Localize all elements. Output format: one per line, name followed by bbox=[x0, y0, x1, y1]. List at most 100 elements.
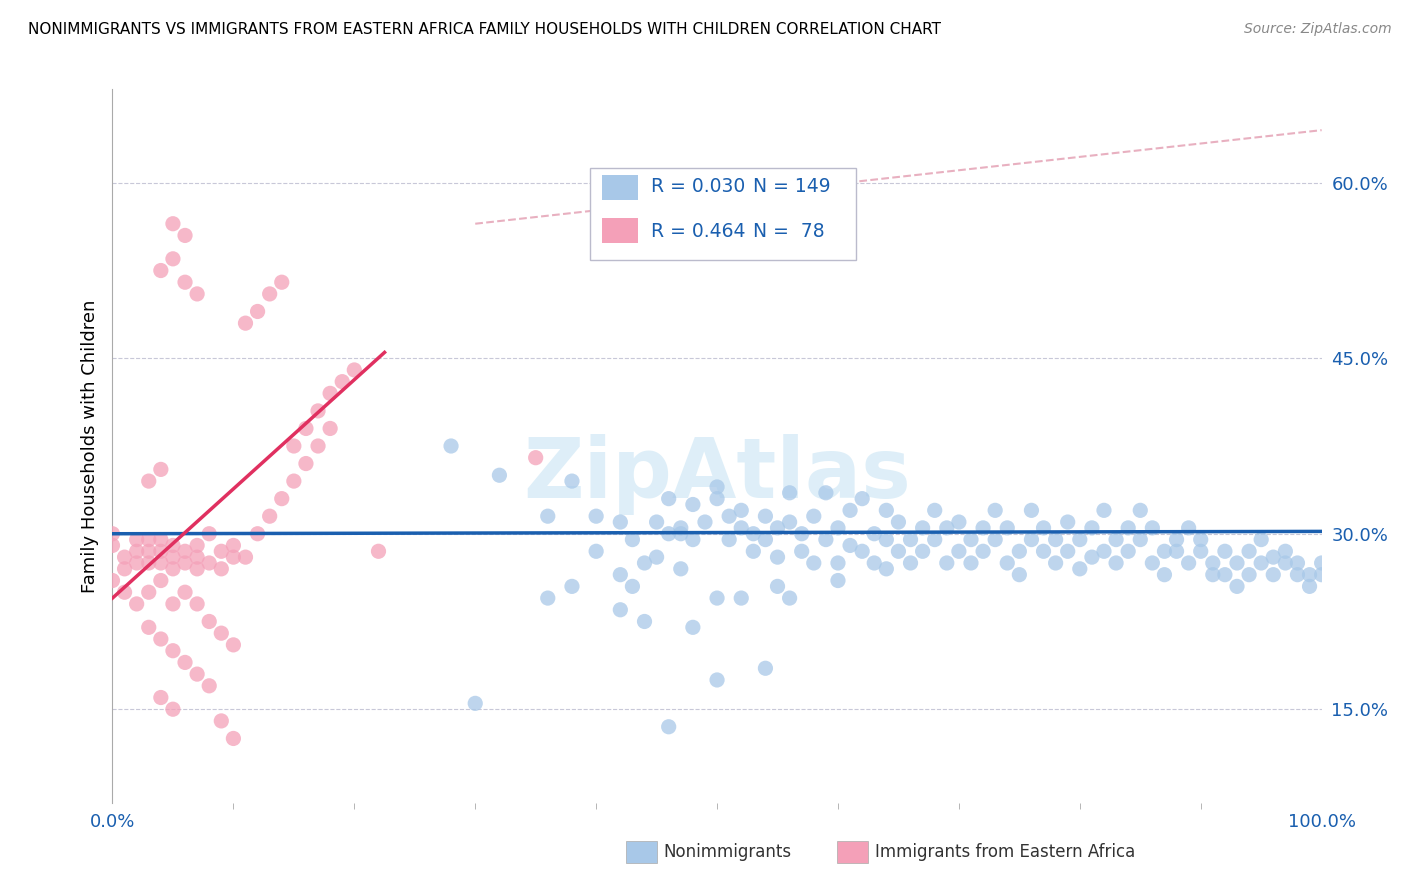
Point bbox=[149, 690, 172, 705]
Point bbox=[186, 550, 208, 565]
Point bbox=[1056, 515, 1078, 529]
Point bbox=[669, 521, 692, 535]
Point bbox=[235, 316, 257, 330]
FancyBboxPatch shape bbox=[602, 218, 638, 243]
Point bbox=[198, 615, 221, 629]
Point bbox=[1105, 556, 1128, 570]
Point bbox=[149, 632, 172, 646]
Point bbox=[1202, 567, 1225, 582]
Point bbox=[851, 491, 873, 506]
Point bbox=[138, 533, 160, 547]
Point bbox=[186, 538, 208, 552]
Point bbox=[1263, 550, 1285, 565]
Point bbox=[149, 574, 172, 588]
Point bbox=[779, 485, 801, 500]
Text: N = 149: N = 149 bbox=[754, 178, 831, 196]
Point bbox=[1213, 567, 1236, 582]
Point bbox=[319, 421, 342, 435]
Point bbox=[585, 509, 607, 524]
Point bbox=[766, 521, 789, 535]
Point bbox=[609, 603, 631, 617]
Point bbox=[911, 521, 934, 535]
Y-axis label: Family Households with Children: Family Households with Children bbox=[80, 300, 98, 592]
Point bbox=[730, 591, 752, 605]
Point bbox=[222, 538, 245, 552]
Point bbox=[1202, 556, 1225, 570]
Point bbox=[198, 556, 221, 570]
Point bbox=[875, 562, 897, 576]
Point bbox=[706, 491, 728, 506]
Point bbox=[924, 503, 946, 517]
Point bbox=[935, 556, 957, 570]
Point bbox=[307, 439, 329, 453]
Point bbox=[1298, 567, 1320, 582]
Point bbox=[803, 556, 825, 570]
Point bbox=[186, 597, 208, 611]
Point bbox=[186, 667, 208, 681]
Text: N =  78: N = 78 bbox=[754, 222, 825, 242]
Point bbox=[730, 503, 752, 517]
Point bbox=[887, 515, 910, 529]
Point bbox=[125, 544, 148, 558]
Point bbox=[125, 533, 148, 547]
Point bbox=[1116, 521, 1139, 535]
Point bbox=[464, 697, 486, 711]
Point bbox=[125, 597, 148, 611]
Point bbox=[875, 503, 897, 517]
Text: NONIMMIGRANTS VS IMMIGRANTS FROM EASTERN AFRICA FAMILY HOUSEHOLDS WITH CHILDREN : NONIMMIGRANTS VS IMMIGRANTS FROM EASTERN… bbox=[28, 22, 941, 37]
Point bbox=[1213, 544, 1236, 558]
Point bbox=[114, 562, 136, 576]
Point bbox=[827, 556, 849, 570]
Point bbox=[827, 521, 849, 535]
Point bbox=[995, 521, 1018, 535]
Point bbox=[174, 585, 197, 599]
Point bbox=[149, 544, 172, 558]
Point bbox=[609, 515, 631, 529]
Point bbox=[790, 526, 813, 541]
Point bbox=[682, 533, 704, 547]
Point bbox=[283, 474, 305, 488]
Point bbox=[682, 498, 704, 512]
Point bbox=[561, 579, 583, 593]
Point bbox=[1092, 544, 1115, 558]
Point bbox=[246, 526, 269, 541]
Point bbox=[645, 550, 668, 565]
Point bbox=[1274, 544, 1296, 558]
Point bbox=[863, 556, 886, 570]
Point bbox=[1310, 567, 1333, 582]
Point bbox=[1310, 556, 1333, 570]
Point bbox=[162, 217, 184, 231]
Point bbox=[114, 550, 136, 565]
Point bbox=[235, 550, 257, 565]
Text: Source: ZipAtlas.com: Source: ZipAtlas.com bbox=[1244, 22, 1392, 37]
Point bbox=[911, 544, 934, 558]
Point bbox=[730, 521, 752, 535]
Point bbox=[1069, 562, 1091, 576]
Point bbox=[162, 702, 184, 716]
Point bbox=[935, 521, 957, 535]
Point bbox=[246, 304, 269, 318]
Point bbox=[222, 638, 245, 652]
Point bbox=[537, 591, 560, 605]
Point bbox=[162, 550, 184, 565]
Point bbox=[330, 375, 353, 389]
Point bbox=[960, 533, 983, 547]
Text: Immigrants from Eastern Africa: Immigrants from Eastern Africa bbox=[875, 843, 1135, 861]
Point bbox=[621, 579, 644, 593]
Point bbox=[924, 533, 946, 547]
Point bbox=[174, 228, 197, 243]
Point bbox=[1129, 503, 1152, 517]
Point bbox=[162, 597, 184, 611]
Point bbox=[790, 544, 813, 558]
Point bbox=[682, 620, 704, 634]
Point bbox=[1081, 550, 1104, 565]
Point bbox=[1056, 544, 1078, 558]
Point bbox=[367, 544, 389, 558]
Point bbox=[948, 515, 970, 529]
Point bbox=[754, 661, 776, 675]
Point bbox=[209, 562, 232, 576]
Point bbox=[1142, 521, 1164, 535]
Point bbox=[524, 450, 547, 465]
Point bbox=[718, 509, 741, 524]
Point bbox=[1263, 567, 1285, 582]
